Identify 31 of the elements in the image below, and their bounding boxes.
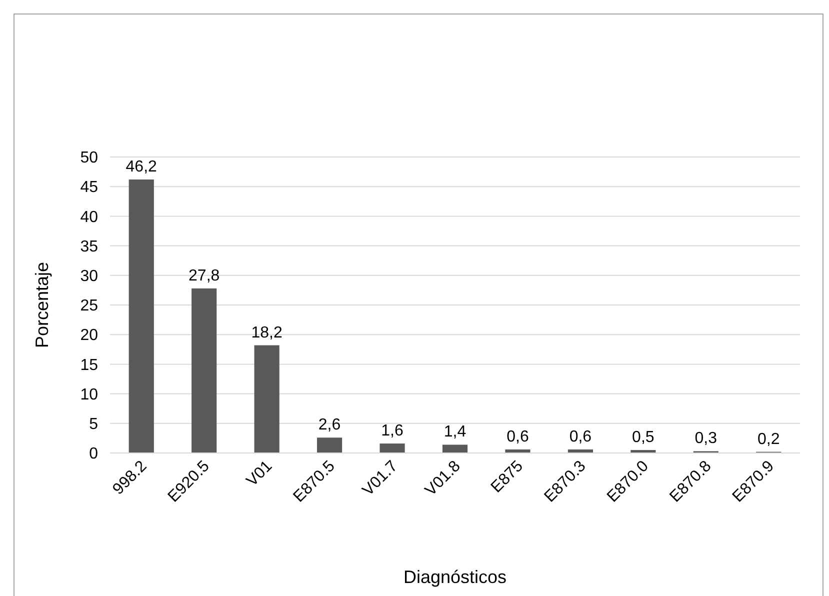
- x-axis-title: Diagnósticos: [403, 567, 507, 587]
- data-label: 1,6: [381, 422, 404, 440]
- y-tick-label: 40: [80, 208, 98, 226]
- data-label: 0,6: [506, 428, 529, 446]
- bar: [380, 444, 405, 453]
- y-tick-label: 20: [80, 327, 98, 344]
- data-label: 18,2: [251, 324, 282, 342]
- data-label: 46,2: [126, 158, 158, 176]
- data-label: 1,4: [444, 424, 466, 441]
- data-label: 27,8: [188, 267, 220, 284]
- data-label: 2,6: [318, 416, 341, 434]
- bar: [317, 438, 342, 453]
- data-label: 0,5: [632, 429, 654, 446]
- data-label: 0,2: [758, 430, 780, 448]
- y-tick-label: 50: [80, 150, 98, 167]
- data-label: 0,6: [569, 428, 592, 446]
- x-tick-label: V01: [243, 458, 276, 490]
- data-label: 0,3: [694, 430, 718, 448]
- bar: [254, 345, 280, 453]
- bar: [128, 179, 154, 453]
- y-tick-label: 15: [80, 356, 98, 374]
- y-tick-label: 35: [80, 238, 98, 256]
- y-tick-label: 5: [89, 416, 98, 433]
- y-axis-title: Porcentaje: [32, 262, 52, 348]
- bar: [442, 444, 468, 453]
- bar: [192, 288, 217, 453]
- y-tick-label: 25: [80, 298, 98, 315]
- y-tick-label: 45: [80, 179, 98, 196]
- y-tick-label: 30: [80, 268, 98, 285]
- y-tick-label: 10: [80, 386, 98, 404]
- y-tick-label: 0: [89, 446, 98, 463]
